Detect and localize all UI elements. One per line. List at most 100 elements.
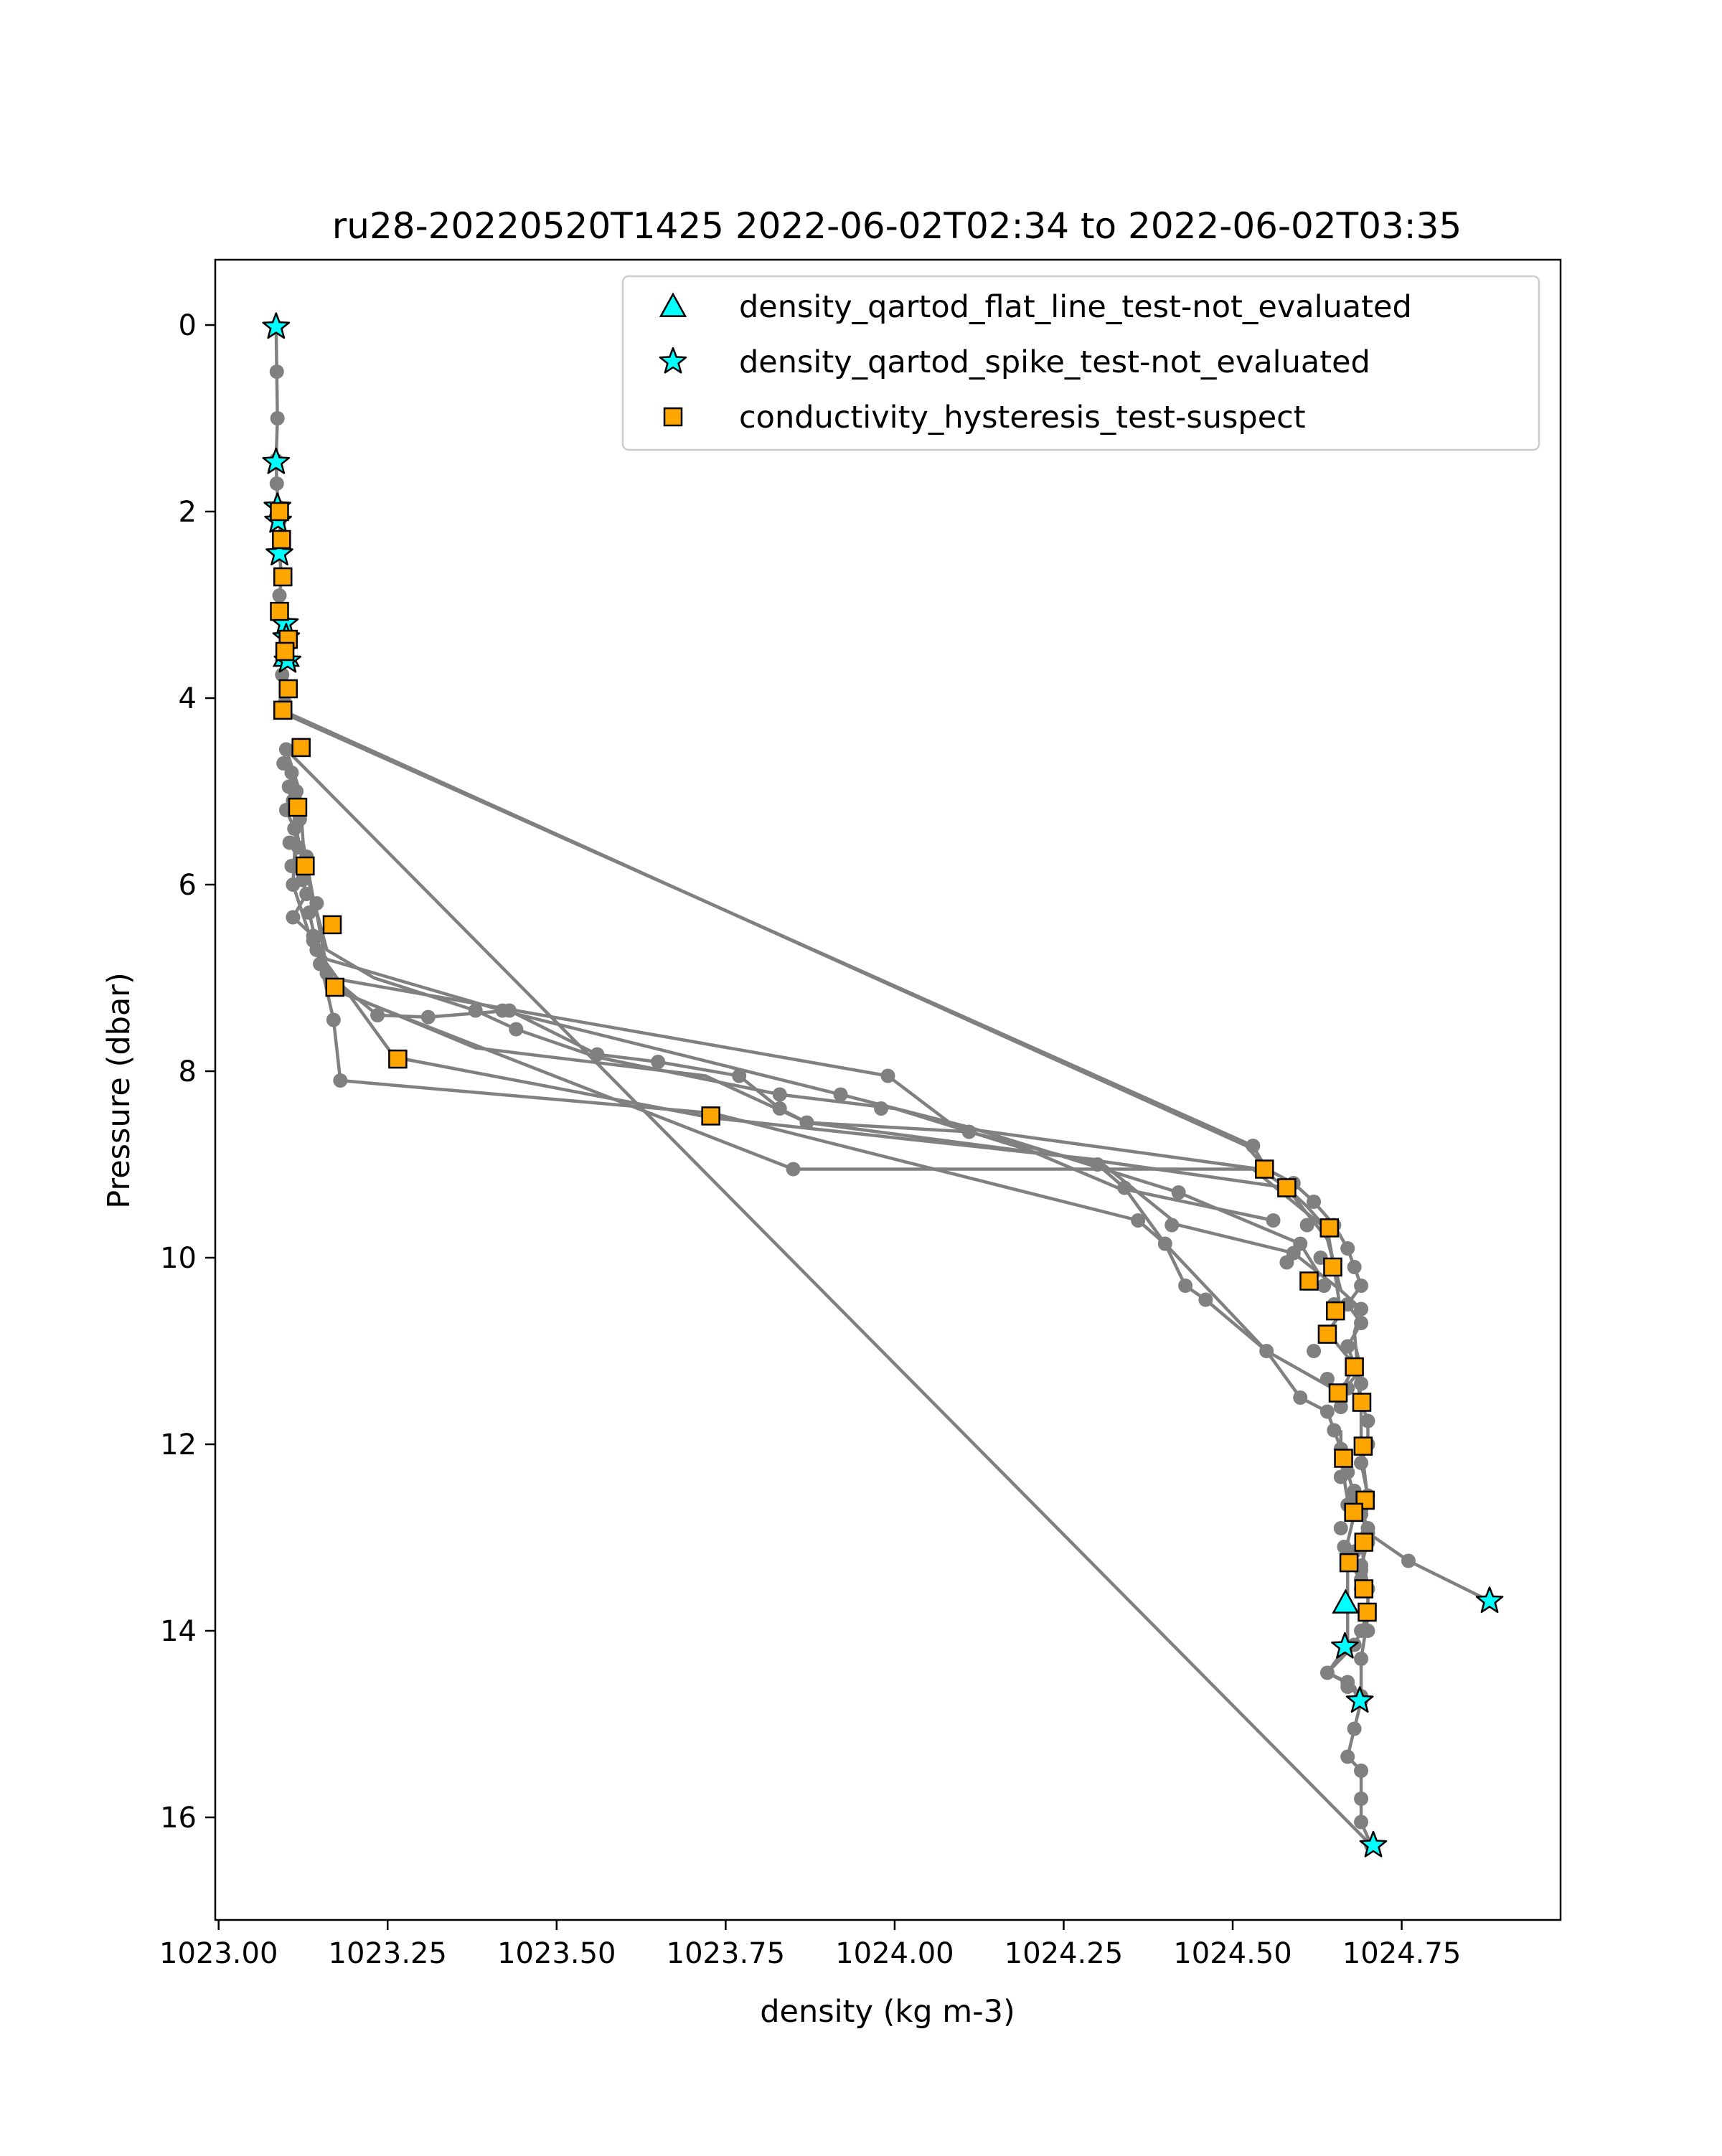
- x-tick-label: 1023.00: [159, 1937, 278, 1970]
- profile-point: [1340, 1241, 1355, 1256]
- profile-point: [1340, 1680, 1355, 1694]
- profile-point: [1360, 1413, 1375, 1428]
- y-tick-label: 8: [179, 1055, 197, 1088]
- legend: density_qartod_flat_line_test-not_evalua…: [621, 275, 1540, 451]
- profile-point: [1307, 1344, 1322, 1358]
- profile-point: [1319, 1665, 1335, 1680]
- profile-point: [270, 411, 285, 425]
- chart-title: ru28-20220520T1425 2022-06-02T02:34 to 2…: [332, 205, 1462, 247]
- profile-point: [1293, 1390, 1308, 1405]
- profile-point: [772, 1087, 787, 1102]
- x-axis-label: density (kg m-3): [760, 1994, 1015, 2030]
- profile-point: [1401, 1553, 1416, 1568]
- hysteresis-marker: [701, 1106, 720, 1126]
- profile-point: [961, 1124, 977, 1139]
- hysteresis-marker: [1334, 1449, 1353, 1468]
- profile-point: [284, 859, 299, 873]
- profile-point: [1266, 1213, 1281, 1228]
- hysteresis-marker: [1354, 1579, 1374, 1599]
- profile-point: [306, 933, 321, 948]
- profile-point: [1319, 1404, 1335, 1419]
- profile-point: [282, 835, 297, 850]
- profile-point: [590, 1047, 605, 1062]
- profile-point: [1354, 1652, 1369, 1666]
- x-axis: 1023.00 1023.25 1023.50 1023.75 1024.00 1024.…: [159, 1920, 1461, 1970]
- profile-point: [833, 1087, 848, 1102]
- profile-point: [1307, 1195, 1322, 1209]
- profile-point: [1354, 1316, 1369, 1330]
- y-tick-label: 10: [160, 1242, 197, 1275]
- spike-marker: [262, 312, 291, 339]
- profile-line-segment: [307, 912, 1363, 1395]
- legend-marker: [663, 407, 683, 427]
- profile-point: [880, 1068, 895, 1083]
- hysteresis-marker: [1299, 1271, 1319, 1291]
- hysteresis-marker: [1328, 1383, 1348, 1403]
- y-tick-label: 4: [179, 682, 197, 715]
- hysteresis-marker: [1354, 1533, 1374, 1552]
- y-tick-label: 12: [160, 1428, 197, 1461]
- profile-point: [1165, 1218, 1180, 1233]
- profile-point: [1178, 1279, 1193, 1293]
- legend-label: density_qartod_flat_line_test-not_evalua…: [739, 289, 1412, 325]
- hysteresis-marker: [325, 977, 345, 997]
- profile-point: [1354, 1456, 1369, 1470]
- profile-point: [289, 784, 304, 799]
- profile-point: [1319, 1372, 1335, 1386]
- hysteresis-marker: [322, 915, 342, 935]
- hysteresis-marker: [1358, 1602, 1377, 1622]
- hysteresis-marker: [1345, 1357, 1364, 1377]
- hysteresis-marker: [273, 700, 293, 720]
- hysteresis-marker: [1319, 1218, 1340, 1238]
- profile-point: [732, 1068, 747, 1083]
- hysteresis-marker: [272, 529, 291, 550]
- hysteresis-marker: [1344, 1502, 1363, 1522]
- profile-point: [651, 1055, 666, 1069]
- hysteresis-marker: [1255, 1159, 1274, 1179]
- axes-frame: [214, 258, 1562, 1921]
- hysteresis-marker: [388, 1049, 408, 1069]
- profile-point: [1198, 1292, 1213, 1307]
- hysteresis-marker: [1353, 1436, 1373, 1456]
- profile-point: [772, 1101, 787, 1116]
- hysteresis-marker: [278, 679, 298, 699]
- x-tick-label: 1024.75: [1342, 1937, 1461, 1970]
- y-tick-label: 0: [179, 309, 197, 342]
- profile-point: [1090, 1157, 1105, 1172]
- hysteresis-marker: [275, 641, 295, 662]
- y-tick-label: 2: [179, 496, 197, 529]
- hysteresis-marker: [1277, 1178, 1297, 1197]
- profile-point: [1354, 1792, 1369, 1806]
- spike-marker: [262, 447, 291, 474]
- profile-point: [1171, 1185, 1186, 1200]
- profile-point: [874, 1101, 889, 1116]
- x-tick-label: 1023.25: [329, 1937, 447, 1970]
- hysteresis-marker: [273, 567, 293, 587]
- profile-point: [420, 1009, 436, 1025]
- profile-point: [495, 1003, 510, 1018]
- profile-point: [1333, 1469, 1348, 1484]
- profile-point: [1327, 1423, 1342, 1438]
- profile-point: [301, 905, 316, 920]
- profile-point: [468, 1003, 483, 1018]
- spike-marker: [265, 539, 293, 566]
- hysteresis-marker: [1323, 1257, 1342, 1277]
- y-tick-label: 16: [160, 1802, 197, 1835]
- profile-point: [1347, 1260, 1362, 1274]
- profile-point: [1333, 1521, 1348, 1535]
- legend-label: conductivity_hysteresis_test-suspect: [739, 400, 1306, 436]
- hysteresis-marker: [270, 601, 289, 621]
- hysteresis-marker: [1325, 1301, 1345, 1321]
- profile-point: [1246, 1139, 1261, 1153]
- profile-point: [509, 1022, 524, 1037]
- hysteresis-marker: [1352, 1393, 1372, 1412]
- profile-point: [326, 1012, 341, 1027]
- profile-point: [799, 1115, 814, 1130]
- hysteresis-marker: [270, 502, 289, 522]
- hysteresis-marker: [288, 797, 308, 817]
- profile-point: [333, 1073, 348, 1088]
- profile-point: [1354, 1301, 1369, 1317]
- profile-point: [1317, 1279, 1332, 1293]
- profile-point: [286, 877, 301, 892]
